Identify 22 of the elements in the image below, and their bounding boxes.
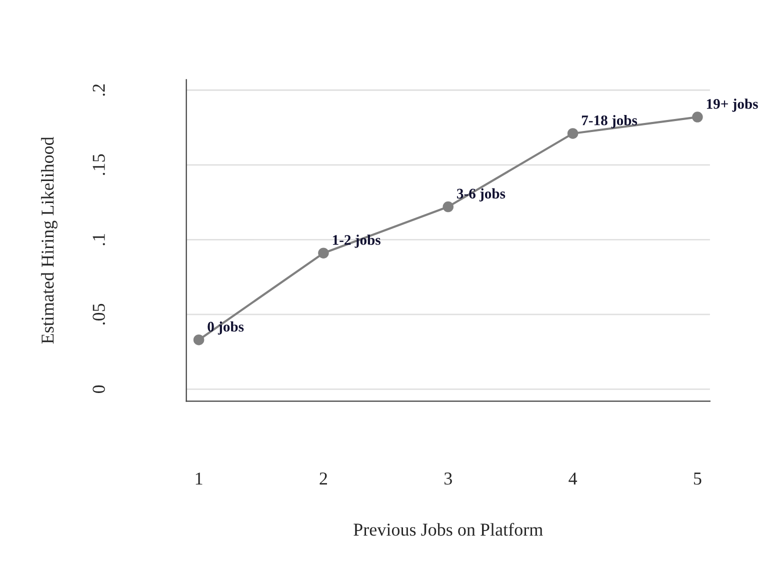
annotation: 3-6 jobs (457, 188, 506, 202)
annotation: 1-2 jobs (332, 234, 380, 248)
x-tick-label: 2 (320, 472, 327, 485)
y-tick-label: .2 (92, 84, 105, 96)
y-axis-title: Estimated Hiring Likelihood (41, 136, 58, 344)
point (567, 128, 578, 139)
annotation: 0 jobs (208, 321, 244, 335)
annotation: 7-18 jobs (582, 115, 638, 128)
point (692, 112, 703, 122)
x-tick-label: 4 (568, 472, 578, 485)
y-tick-label: .05 (92, 304, 105, 325)
y-tick-label: 0 (92, 385, 105, 394)
x-tick-label: 5 (694, 472, 702, 485)
x-tick-label: 1 (196, 472, 202, 485)
x-axis-title: Previous Jobs on Platform (354, 522, 543, 536)
y-tick-label: .15 (92, 154, 105, 175)
y-tick-label: .1 (92, 234, 105, 246)
x-tick-label: 3 (444, 472, 452, 485)
point (442, 201, 454, 212)
point (318, 248, 329, 258)
annotation: 19+ jobs (706, 98, 758, 112)
point (193, 334, 204, 346)
